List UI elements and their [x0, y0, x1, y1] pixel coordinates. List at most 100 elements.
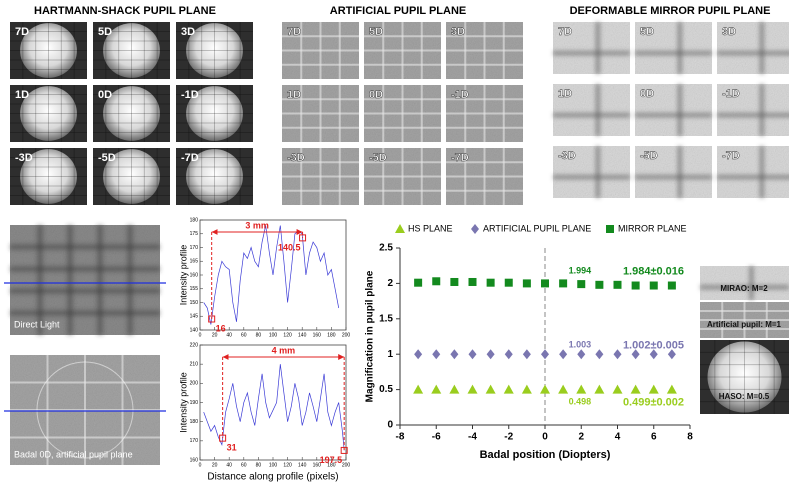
image-art [282, 85, 359, 142]
pupil-spot [707, 341, 782, 413]
x-tick-label: 4 [615, 432, 621, 443]
image-mirror [700, 266, 789, 300]
blur-line [127, 225, 133, 335]
marker-triangle [485, 384, 496, 394]
marker-square [450, 277, 459, 286]
profile-marker [219, 434, 227, 442]
image-mirror [553, 22, 630, 74]
blur-line [635, 112, 712, 118]
x-tick-label: 160 [313, 462, 322, 468]
marker-square [541, 279, 549, 288]
marker-diamond [541, 349, 549, 360]
grid-blur [635, 84, 712, 136]
profile-curve [203, 225, 340, 325]
x-tick-label: 8 [687, 432, 693, 443]
tile-label: -7D [181, 152, 199, 164]
x-tick-label: 120 [283, 332, 292, 338]
x-tick-label: -8 [396, 432, 405, 443]
marker-triangle [467, 384, 478, 394]
x-tick-label: 0 [199, 462, 202, 468]
side-label: HASO: M=0.5 [719, 392, 770, 401]
x-tick-label: 2 [578, 432, 584, 443]
marker-square [468, 277, 477, 286]
tile-label: -3D [287, 152, 305, 164]
x-tick-label: 140 [298, 462, 307, 468]
marker-square [649, 281, 658, 290]
blur-line [677, 22, 683, 74]
tile-label: 0D [369, 89, 383, 101]
legend-label: MIRROR PLANE [618, 223, 687, 233]
x-tick-label: 80 [256, 332, 262, 338]
x-tick-label: 0 [542, 432, 548, 443]
marker-triangle [630, 384, 641, 394]
marker-diamond [414, 349, 423, 360]
blur-line [759, 146, 765, 198]
tile-label: 1D [287, 89, 301, 101]
x-tick-label: 180 [327, 462, 336, 468]
x-tick-label: 180 [327, 332, 336, 338]
grid-blur [10, 225, 160, 335]
blur-line [700, 284, 789, 290]
y-tick-label: 170 [190, 245, 199, 251]
image-hs [700, 340, 789, 414]
marker-diamond [432, 349, 441, 360]
pupil-spot [186, 86, 243, 141]
image-bg [10, 225, 160, 335]
marker-triangle [503, 384, 514, 394]
tile-label: 5D [98, 26, 112, 38]
blur-line [595, 84, 601, 136]
tile-label: 5D [369, 26, 383, 38]
marker-square [504, 278, 513, 287]
marker-square [414, 278, 423, 287]
marker-diamond [667, 349, 676, 360]
tile-label: -1D [722, 88, 740, 100]
annotation: 0.499±0.002 [623, 396, 684, 408]
image-art [700, 302, 789, 338]
tile-label: 7D [287, 26, 301, 38]
x-tick-label: -2 [504, 432, 513, 443]
tile-label: -3D [15, 152, 33, 164]
marker-triangle [576, 384, 587, 394]
y-tick-label: 2.5 [379, 243, 393, 254]
marker-label: 197.5 [320, 455, 343, 465]
y-axis-label: Magnification in pupil plane [365, 270, 376, 402]
image-mirror [635, 146, 712, 198]
blur-line [10, 288, 160, 294]
image-art [446, 22, 523, 79]
marker-diamond [468, 349, 477, 360]
image-hs [10, 148, 87, 205]
grid-blur [553, 146, 630, 198]
blur-line [677, 146, 683, 198]
x-tick-label: 60 [241, 462, 247, 468]
x-tick-label: -6 [432, 432, 441, 443]
marker-square [522, 279, 531, 288]
marker-diamond [595, 349, 604, 360]
x-tick-label: 60 [241, 332, 247, 338]
marker-square [667, 281, 676, 290]
tile-label: -1D [451, 89, 469, 101]
marker-triangle [558, 384, 569, 394]
x-axis-label: Badal position (Diopters) [480, 449, 611, 461]
blur-line [553, 50, 630, 56]
image-hs [93, 148, 170, 205]
pupil-spot [20, 23, 77, 78]
marker-label: 140.5 [278, 242, 301, 252]
side-label: Artificial pupil: M=1 [707, 320, 782, 329]
x-tick-label: 140 [298, 332, 307, 338]
image-bg [717, 84, 789, 136]
grid-blur [635, 146, 712, 198]
tile-label: -7D [451, 152, 469, 164]
tile-label: -3D [558, 150, 576, 162]
blur-line [37, 225, 43, 335]
profile-marker [208, 315, 216, 323]
marker-triangle [648, 384, 659, 394]
pupil-spot [103, 149, 160, 204]
pupil-spot [20, 149, 77, 204]
annotation: 1.003 [569, 339, 592, 349]
tile-label: 7D [15, 26, 29, 38]
y-tick-label: 145 [190, 314, 199, 320]
image-hs [10, 22, 87, 79]
marker-triangle [521, 384, 532, 394]
blur-line [717, 50, 789, 56]
